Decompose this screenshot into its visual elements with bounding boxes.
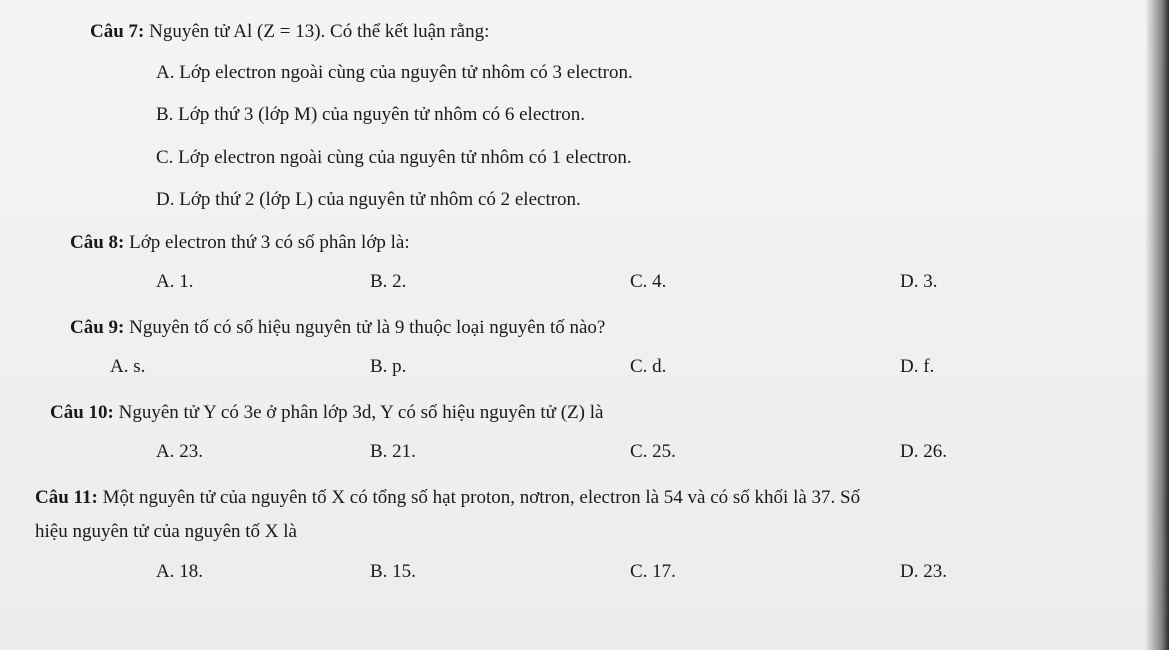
q9-options: A. s. B. p. C. d. D. f. — [90, 354, 1129, 381]
q9-option-a: A. s. — [90, 354, 370, 381]
q11-label: Câu 11: — [35, 487, 98, 508]
q8-stem: Câu 8: Lớp electron thứ 3 có số phân lớp… — [70, 229, 1129, 258]
q7-stem-text: Nguyên tử Al (Z = 13). Có thể kết luận r… — [144, 21, 489, 42]
q10-option-b: B. 21. — [370, 439, 630, 466]
question-11: Câu 11: Một nguyên tử của nguyên tố X có… — [90, 484, 1129, 586]
question-8: Câu 8: Lớp electron thứ 3 có số phân lớp… — [90, 229, 1129, 296]
q11-stem-line2: hiệu nguyên tử của nguyên tố X là — [35, 518, 1129, 547]
q10-option-c: C. 25. — [630, 439, 900, 466]
q11-stem-text1: Một nguyên tử của nguyên tố X có tổng số… — [98, 487, 860, 508]
q7-option-c: C. Lớp electron ngoài cùng của nguyên tử… — [156, 144, 1129, 173]
q9-option-c: C. d. — [630, 354, 900, 381]
q8-stem-text: Lớp electron thứ 3 có số phân lớp là: — [124, 232, 409, 253]
q11-option-d: D. 23. — [900, 559, 947, 586]
q9-option-d: D. f. — [900, 354, 934, 381]
q8-option-c: C. 4. — [630, 269, 900, 296]
q10-stem-text: Nguyên tử Y có 3e ở phân lớp 3d, Y có số… — [114, 402, 604, 423]
q8-label: Câu 8: — [70, 232, 124, 253]
q10-option-a: A. 23. — [90, 439, 370, 466]
q11-option-b: B. 15. — [370, 559, 630, 586]
q8-option-d: D. 3. — [900, 269, 937, 296]
q9-stem-text: Nguyên tố có số hiệu nguyên tử là 9 thuộ… — [124, 317, 605, 338]
q9-stem: Câu 9: Nguyên tố có số hiệu nguyên tử là… — [70, 314, 1129, 343]
question-7: Câu 7: Nguyên tử Al (Z = 13). Có thể kết… — [90, 18, 1129, 215]
q7-label: Câu 7: — [90, 21, 144, 42]
q7-options: A. Lớp electron ngoài cùng của nguyên tử… — [156, 59, 1129, 215]
question-10: Câu 10: Nguyên tử Y có 3e ở phân lớp 3d,… — [90, 399, 1129, 466]
q7-option-b: B. Lớp thứ 3 (lớp M) của nguyên tử nhôm … — [156, 101, 1129, 130]
q8-option-b: B. 2. — [370, 269, 630, 296]
q11-stem-line1: Câu 11: Một nguyên tử của nguyên tố X có… — [35, 484, 1129, 513]
q10-stem: Câu 10: Nguyên tử Y có 3e ở phân lớp 3d,… — [50, 399, 1129, 428]
q7-stem: Câu 7: Nguyên tử Al (Z = 13). Có thể kết… — [90, 18, 1129, 47]
q8-options: A. 1. B. 2. C. 4. D. 3. — [90, 269, 1129, 296]
q11-option-c: C. 17. — [630, 559, 900, 586]
q10-options: A. 23. B. 21. C. 25. D. 26. — [90, 439, 1129, 466]
q11-option-a: A. 18. — [90, 559, 370, 586]
q7-option-d: D. Lớp thứ 2 (lớp L) của nguyên tử nhôm … — [156, 186, 1129, 215]
q9-label: Câu 9: — [70, 317, 124, 338]
document-page: Câu 7: Nguyên tử Al (Z = 13). Có thể kết… — [0, 0, 1169, 650]
q9-option-b: B. p. — [370, 354, 630, 381]
q10-label: Câu 10: — [50, 402, 114, 423]
q11-options: A. 18. B. 15. C. 17. D. 23. — [90, 559, 1129, 586]
question-9: Câu 9: Nguyên tố có số hiệu nguyên tử là… — [90, 314, 1129, 381]
q8-option-a: A. 1. — [90, 269, 370, 296]
q7-option-a: A. Lớp electron ngoài cùng của nguyên tử… — [156, 59, 1129, 88]
q10-option-d: D. 26. — [900, 439, 947, 466]
